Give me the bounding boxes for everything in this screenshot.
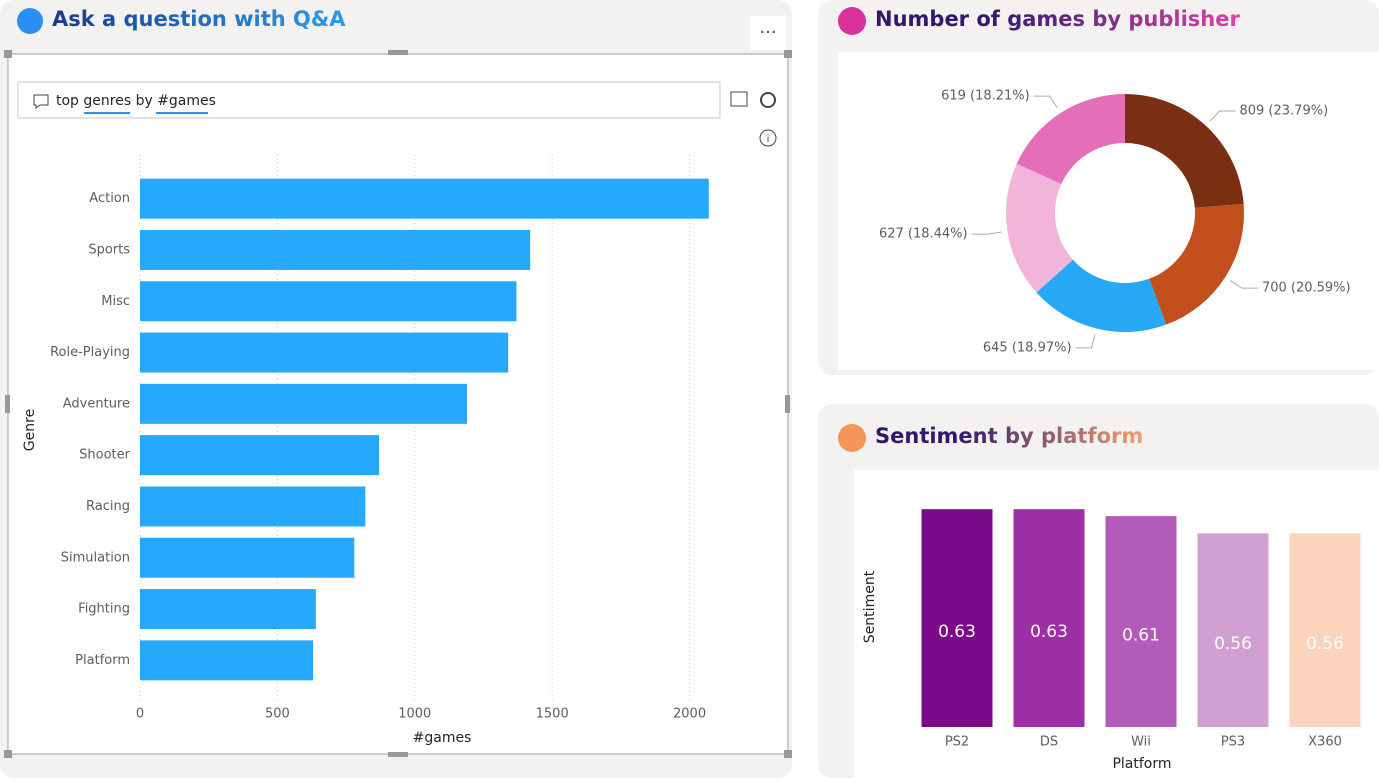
x-tick-label: 1000 — [398, 707, 431, 722]
x-tick-label: 0 — [136, 707, 144, 722]
panel-title: Number of games by publisher — [875, 7, 1240, 31]
query-text[interactable]: top genres by #games — [56, 93, 216, 109]
donut-slice — [1006, 163, 1073, 293]
x-tick-label: PS2 — [945, 735, 969, 750]
bar — [140, 178, 709, 219]
data-label: 0.56 — [1214, 634, 1252, 654]
data-label: 627 (18.44%) — [879, 227, 968, 242]
y-tick-label: Shooter — [79, 448, 130, 463]
bar — [921, 509, 993, 727]
y-axis-label: Sentiment — [862, 570, 878, 643]
leader-line — [1209, 110, 1236, 122]
leader-line — [1033, 95, 1058, 109]
x-tick-label: X360 — [1308, 735, 1342, 750]
leader-line — [971, 231, 1002, 235]
y-tick-label: Role-Playing — [50, 345, 130, 360]
title-icon — [17, 8, 43, 34]
y-tick-label: Racing — [86, 499, 130, 514]
y-axis-label: Genre — [22, 409, 38, 451]
donut-slice — [1149, 203, 1244, 325]
chat-icon — [33, 94, 49, 109]
y-tick-label: Misc — [101, 294, 130, 309]
bar — [140, 332, 509, 373]
x-tick-label: 1500 — [536, 707, 569, 722]
data-label: 645 (18.97%) — [983, 340, 1072, 355]
data-label: 0.61 — [1122, 626, 1160, 646]
y-tick-label: Sports — [88, 242, 130, 257]
y-tick-label: Simulation — [61, 550, 130, 565]
donut-slice — [1125, 94, 1244, 208]
x-tick-label: 2000 — [673, 707, 706, 722]
panel-title: Sentiment by platform — [875, 424, 1143, 448]
y-tick-label: Fighting — [78, 602, 130, 617]
x-axis-label: #games — [413, 730, 472, 746]
data-label: 809 (23.79%) — [1239, 104, 1328, 119]
data-label: 0.56 — [1306, 634, 1344, 654]
more-button[interactable] — [750, 16, 786, 50]
query-box[interactable] — [17, 81, 721, 119]
panel-title: Ask a question with Q&A — [52, 7, 346, 31]
data-label: 0.63 — [938, 622, 976, 642]
data-label: 700 (20.59%) — [1262, 281, 1351, 296]
y-tick-label: Action — [89, 191, 130, 206]
title-icon — [838, 424, 866, 452]
bar — [1197, 533, 1269, 727]
donut-slice — [1016, 94, 1125, 185]
y-tick-label: Platform — [75, 653, 130, 668]
bar — [140, 537, 355, 578]
x-tick-label: DS — [1040, 735, 1058, 750]
bar — [140, 435, 380, 476]
leader-line — [1229, 280, 1258, 289]
bar — [1013, 509, 1085, 727]
info-icon[interactable] — [759, 129, 777, 147]
x-tick-label: PS3 — [1221, 735, 1245, 750]
x-axis-label: Platform — [1112, 756, 1171, 772]
x-tick-label: Wii — [1131, 735, 1151, 750]
bar — [140, 589, 316, 630]
more-icon[interactable]: ··· — [759, 22, 776, 43]
bar — [140, 383, 467, 424]
leader-line — [1075, 334, 1096, 349]
bar — [140, 640, 314, 681]
donut-slice — [1036, 259, 1167, 332]
y-tick-label: Adventure — [63, 396, 130, 411]
data-label: 0.63 — [1030, 622, 1068, 642]
data-label: 619 (18.21%) — [941, 89, 1030, 104]
resize-handles — [4, 50, 792, 758]
title-icon — [838, 7, 866, 35]
settings-icon[interactable] — [760, 92, 776, 108]
bar — [140, 486, 366, 527]
info-glyph: i — [767, 134, 770, 145]
convert-icon[interactable] — [730, 91, 748, 107]
bar — [140, 229, 531, 270]
bar — [1289, 533, 1361, 727]
bar — [1105, 516, 1177, 727]
bar — [140, 281, 517, 322]
x-tick-label: 500 — [265, 707, 290, 722]
